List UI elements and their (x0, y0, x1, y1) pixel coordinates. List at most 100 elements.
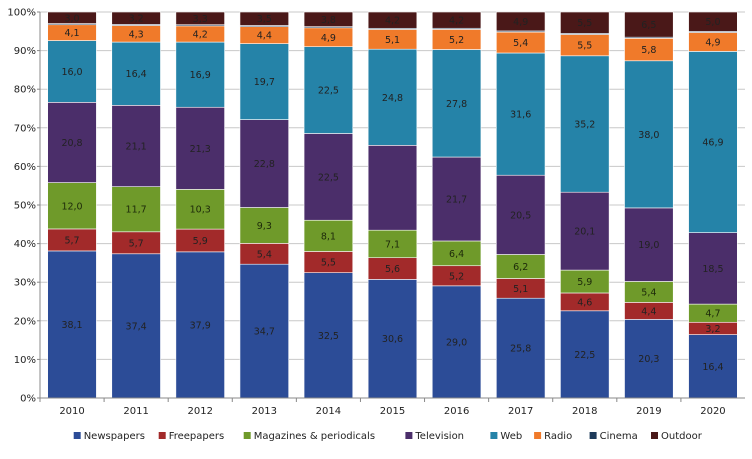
data-label: 30,6 (382, 334, 403, 345)
x-tick-label: 2014 (316, 406, 341, 417)
data-label: 20,8 (61, 138, 82, 149)
bar-segment-newspapers (367, 279, 418, 399)
data-label: 5,2 (449, 271, 464, 282)
data-label: 7,1 (385, 239, 400, 250)
data-label: 29,0 (446, 337, 467, 348)
data-label: 9,3 (257, 221, 272, 232)
data-label: 16,4 (126, 69, 147, 80)
data-label: 3,8 (321, 15, 336, 26)
data-label: 20,3 (638, 354, 659, 365)
x-tick-label: 2019 (636, 406, 661, 417)
data-label: 35,2 (574, 120, 595, 131)
data-label: 22,5 (574, 350, 595, 361)
legend-item-outdoor: Outdoor (651, 431, 703, 442)
legend-label: Newspapers (84, 431, 145, 442)
data-label: 6,5 (641, 20, 656, 31)
bar-segment-web (175, 41, 225, 108)
legend-swatch (490, 432, 498, 439)
axes-layer: 0% 10% 20% 30% 40% 50% 60% 70% 80% 90% 100% 2010 201… (7, 8, 745, 417)
bar-segment-outdoor (431, 11, 482, 29)
bar-segment-outdoor (239, 11, 289, 26)
bar-segment-magazines-periodicals (175, 189, 225, 230)
data-label: 5,6 (385, 264, 400, 275)
data-label: 6,2 (513, 262, 528, 273)
bar-segment-newspapers (175, 251, 225, 399)
y-tick-label: 30% (14, 278, 36, 289)
legend-item-radio: Radio (534, 431, 572, 442)
bar-segment-outdoor (367, 11, 418, 29)
data-label: 21,3 (190, 144, 211, 155)
legend: Newspapers Freepapers Magazines & periodic… (73, 431, 703, 442)
data-label: 3,5 (257, 14, 272, 25)
bar-segment-television (560, 191, 610, 271)
data-label: 4,2 (385, 16, 400, 27)
data-label: 21,1 (126, 142, 147, 153)
bar-segment-television (496, 174, 546, 255)
legend-item-magazines-periodicals: Magazines & periodicals (243, 431, 375, 442)
data-label: 37,9 (190, 320, 211, 331)
bar-segment-outdoor (496, 11, 546, 32)
legend-item-newspapers: Newspapers (73, 431, 145, 442)
data-label: 21,7 (446, 195, 467, 206)
bar-segment-newspapers (688, 334, 738, 399)
bar-segment-newspapers (303, 272, 354, 399)
data-label: 22,5 (318, 172, 339, 183)
legend-swatch (534, 432, 542, 439)
x-tick-label: 2016 (444, 406, 469, 417)
data-label: 5,7 (129, 238, 144, 249)
legend-label: Television (414, 431, 464, 442)
data-label: 4,3 (129, 29, 144, 40)
bar-segment-television (47, 102, 97, 183)
x-tick-label: 2020 (700, 406, 725, 417)
data-label: 24,8 (382, 93, 403, 104)
bar-segment-television (688, 232, 738, 305)
bar-segment-magazines-periodicals (239, 207, 289, 244)
y-tick-label: 100% (7, 8, 36, 19)
y-tick-label: 10% (14, 355, 36, 366)
bar-segment-outdoor (175, 11, 225, 26)
bar-segment-newspapers (239, 263, 289, 399)
y-tick-label: 70% (14, 123, 36, 134)
bar-segment-web (496, 52, 546, 176)
x-tick-label: 2012 (188, 406, 213, 417)
data-label: 11,7 (126, 205, 147, 216)
y-tick-label: 40% (14, 239, 36, 250)
data-label: 5,1 (385, 35, 400, 46)
data-label: 5,8 (641, 45, 656, 56)
bar-segment-newspapers (560, 310, 610, 399)
data-label: 4,4 (257, 31, 272, 42)
data-label: 3,0 (64, 13, 79, 24)
bar-segment-outdoor (47, 11, 97, 24)
data-label: 5,5 (321, 258, 336, 269)
bar-segment-newspapers (431, 285, 482, 399)
bar-segment-newspapers (624, 319, 674, 399)
data-label: 38,0 (638, 130, 659, 141)
data-label: 5,9 (577, 277, 592, 288)
data-label: 3,2 (129, 14, 144, 25)
legend-item-television: Television (405, 431, 464, 442)
bar-segment-magazines-periodicals (111, 186, 161, 233)
y-tick-label: 90% (14, 46, 36, 57)
x-tick-label: 2013 (252, 406, 277, 417)
x-tick-label: 2017 (508, 406, 533, 417)
x-tick-label: 2018 (572, 406, 597, 417)
legend-label: Freepapers (169, 431, 225, 442)
bar-segment-web (303, 46, 354, 134)
bar-segment-magazines-periodicals (47, 182, 97, 230)
bar-segment-newspapers (496, 297, 546, 399)
data-label: 5,5 (577, 41, 592, 52)
data-label: 18,5 (702, 264, 723, 275)
legend-label: Magazines & periodicals (254, 431, 375, 442)
data-label: 5,4 (513, 38, 528, 49)
data-label: 19,0 (638, 240, 659, 251)
bar-segment-television (175, 106, 225, 190)
legend-swatch (73, 432, 81, 439)
bar-segment-web (624, 60, 674, 209)
data-label: 16,4 (702, 362, 723, 373)
data-label: 20,5 (510, 210, 531, 221)
bar-segment-web (47, 40, 97, 103)
bar-segment-web (239, 43, 289, 120)
data-label: 5,4 (641, 287, 656, 298)
data-label: 25,8 (510, 344, 531, 355)
